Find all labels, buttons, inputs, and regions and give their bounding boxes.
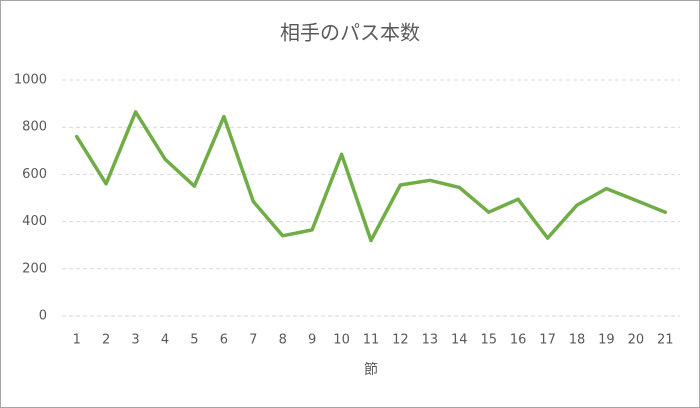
x-tick-label: 9 [308,333,316,348]
x-tick-label: 18 [569,333,586,348]
y-tick-label: 600 [22,167,47,182]
x-tick-label: 8 [279,333,287,348]
chart-title: 相手のパス本数 [280,21,420,45]
x-tick-label: 10 [333,333,350,348]
y-tick-label: 800 [22,120,47,135]
y-tick-label: 400 [22,214,47,229]
x-tick-label: 12 [392,333,409,348]
x-tick-label: 5 [190,333,198,348]
x-tick-label: 11 [363,333,380,348]
x-tick-label: 19 [598,333,615,348]
x-tick-label: 16 [510,333,527,348]
x-tick-label: 3 [131,333,139,348]
data-line [74,110,668,243]
x-tick-label: 7 [249,333,257,348]
x-tick-label: 14 [451,333,468,348]
x-tick-label: 13 [422,333,439,348]
y-tick-label: 1000 [14,73,47,88]
x-axis-label: 節 [364,361,378,378]
x-tick-label: 1 [73,333,81,348]
x-tick-label: 17 [539,333,556,348]
x-tick-label: 20 [628,333,645,348]
x-tick-label: 4 [161,333,169,348]
y-tick-label: 200 [22,261,47,276]
x-tick-label: 21 [657,333,674,348]
x-tick-label: 15 [480,333,497,348]
y-tick-label: 0 [39,309,47,324]
x-tick-label: 2 [102,333,110,348]
x-tick-label: 6 [220,333,228,348]
